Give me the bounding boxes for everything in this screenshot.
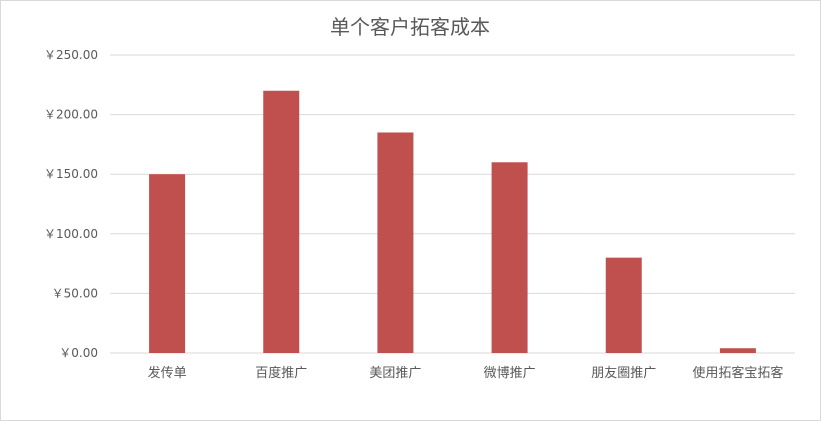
x-tick-label: 微博推广 bbox=[484, 366, 536, 381]
x-tick-label: 朋友圈推广 bbox=[591, 365, 656, 381]
bar bbox=[263, 90, 300, 353]
y-tick-label: ￥200.00 bbox=[44, 108, 98, 122]
y-tick-label: ￥0.00 bbox=[59, 346, 98, 360]
y-tick-label: ￥150.00 bbox=[44, 167, 98, 181]
bar bbox=[149, 174, 186, 353]
bar bbox=[377, 132, 414, 353]
bar bbox=[491, 162, 528, 353]
x-tick-label: 发传单 bbox=[148, 365, 187, 381]
bar bbox=[605, 257, 642, 353]
y-tick-label: ￥250.00 bbox=[44, 48, 98, 62]
bar bbox=[719, 348, 756, 353]
y-tick-label: ￥100.00 bbox=[44, 227, 98, 241]
chart-title: 单个客户拓客成本 bbox=[330, 15, 490, 39]
x-tick-label: 使用拓客宝拓客 bbox=[692, 365, 783, 381]
y-tick-label: ￥50.00 bbox=[52, 286, 98, 300]
x-tick-label: 百度推广 bbox=[255, 365, 307, 381]
x-tick-label: 美团推广 bbox=[369, 366, 421, 381]
